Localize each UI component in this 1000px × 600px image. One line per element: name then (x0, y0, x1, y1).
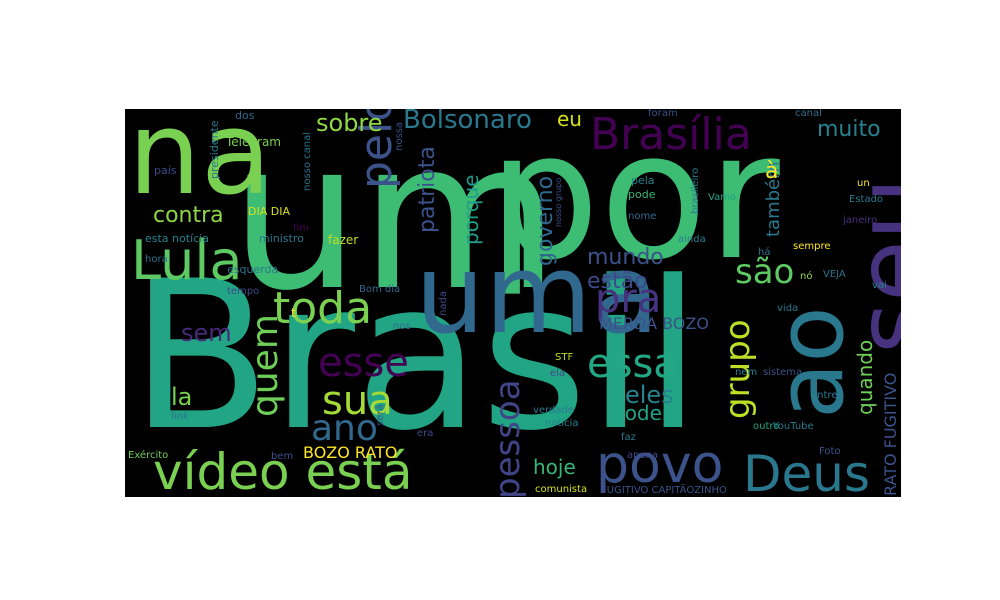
word-foram: foram (648, 109, 678, 119)
word-pais: país (154, 165, 177, 176)
word-ao: ao (765, 306, 857, 419)
word-ministro: ministro (259, 233, 304, 244)
word-la: la (171, 385, 192, 409)
word-fim: fim (293, 224, 309, 234)
word-stf: STF (555, 353, 573, 363)
word-sera: será (376, 404, 386, 426)
word-noticia: notícia (545, 419, 579, 429)
word-vamo: Vamo (708, 193, 736, 203)
word-janeiro: janeiro (843, 216, 877, 226)
word-dia-dia: DIA DIA (248, 206, 290, 217)
word-sao: são (735, 255, 794, 289)
word-sistema: sistema (763, 368, 802, 378)
word-esta-noticia: esta notícia (145, 233, 209, 244)
word-nosso-canal: nosso canal (303, 132, 313, 191)
word-muito: muito (817, 119, 881, 141)
word-ainda: ainda (678, 235, 706, 245)
word-fugitivo-capitaozinho: FUGITIVO CAPITÃOZINHO (601, 486, 727, 496)
word-era: era (417, 429, 433, 439)
word-nossa: nossa (395, 122, 405, 151)
word-quando: quando (855, 340, 875, 415)
word-telegram: Telegram (226, 136, 281, 148)
word-mundo: mundo (587, 247, 664, 269)
word-bozo-rato: BOZO RATO (303, 445, 397, 461)
word-essa: essa (587, 344, 678, 384)
word-dos: dos (235, 110, 254, 121)
word-vida: vida (777, 304, 798, 314)
word-sem: sem (181, 321, 232, 345)
word-eu: eu (557, 109, 582, 129)
word-canal: canal (795, 109, 822, 119)
word-ano: ano (311, 411, 378, 447)
word-pela: pela (631, 175, 655, 186)
word-brasilia: Brasília (590, 113, 752, 157)
word-patriota: patriota (417, 146, 439, 233)
word-brasileiro: brasileiro (691, 168, 701, 214)
word-verdade: verdade (533, 406, 574, 416)
word-exercito: Exército (128, 451, 168, 461)
word-nome: nome (628, 212, 656, 222)
word-estao: estão (587, 271, 648, 293)
word-presidente: presidente (209, 120, 220, 179)
word-a-grave: à (765, 161, 778, 183)
word-link: link (171, 412, 189, 422)
word-nos: nos (393, 322, 411, 332)
word-bom-dia: Bom dia (359, 285, 400, 295)
word-quem: quem (248, 314, 284, 417)
word-comunista: comunista (535, 485, 587, 495)
word-fazer: fazer (328, 234, 358, 246)
word-bem: bem (271, 452, 293, 462)
word-vai: vai (872, 281, 887, 291)
word-esse: esse (318, 343, 409, 383)
word-ela: ela (550, 369, 565, 379)
word-sobre: sobre (316, 111, 383, 135)
word-hora: hora (145, 255, 168, 265)
word-na: na (128, 109, 271, 212)
word-apena: apena (627, 451, 658, 461)
word-estado: Estado (849, 195, 883, 205)
word-esquerda: esquerda (227, 264, 278, 275)
word-contra: contra (153, 205, 224, 227)
word-deus: Deus (743, 449, 870, 497)
word-veja: VEJA (823, 270, 846, 280)
word-nada: nada (439, 291, 449, 316)
word-cloud: Brasil um por na uma seu ao vídeo está Lula povo D… (125, 109, 901, 497)
word-toda: toda (273, 287, 372, 331)
word-tempo: tempo (227, 287, 259, 297)
word-povo: povo (596, 439, 723, 491)
word-pode: pode (628, 189, 655, 200)
word-t: t (291, 307, 296, 319)
word-sempre: sempre (793, 242, 831, 252)
word-un: un (857, 179, 870, 189)
word-ha: há (758, 248, 770, 258)
word-faz: faz (621, 433, 636, 443)
word-pessoa: pessoa (491, 379, 525, 497)
word-entre: entre (811, 391, 837, 401)
word-bolsonaro: Bolsonaro (403, 109, 532, 133)
word-no: nó (800, 272, 812, 282)
word-hoje: hoje (533, 457, 576, 477)
word-nem: nem (735, 368, 757, 378)
word-merda-bozo: MERDA BOZO (599, 316, 709, 332)
word-rato-fugitivo: RATO FUGITIVO (883, 373, 899, 496)
word-porque: porque (461, 175, 481, 245)
word-nosso-grupo: nosso grupo (555, 178, 563, 227)
word-poder: poder (612, 403, 670, 423)
word-foto: Foto (819, 447, 841, 457)
word-youtube: YouTube (773, 422, 814, 432)
